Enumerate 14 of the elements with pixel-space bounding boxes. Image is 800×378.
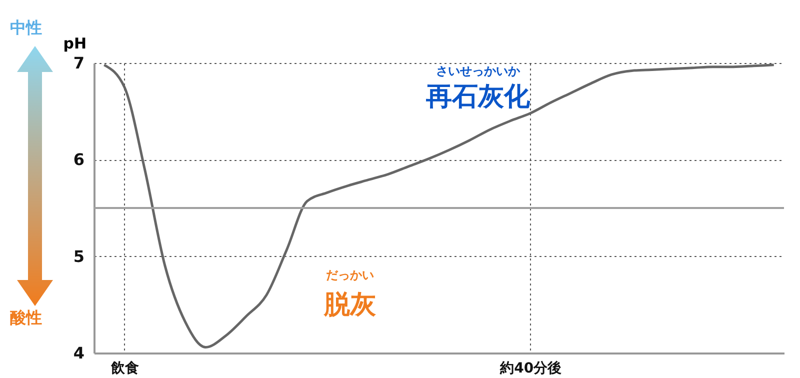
y-tick-label: 7: [73, 54, 84, 72]
annotation: 脱灰: [323, 290, 377, 320]
text: 酸性: [10, 308, 42, 329]
annotation: 再石灰化: [425, 82, 531, 112]
x-tick-label: 約40分後: [499, 360, 562, 376]
annotation: だっかい: [326, 268, 374, 282]
y-tick-label: 6: [73, 150, 84, 170]
y-tick-label: 5: [73, 246, 84, 266]
line-series: [102, 64, 776, 348]
annotation: さいせっかいか: [436, 64, 521, 78]
text: 中性: [10, 18, 42, 39]
y-tick-label: 4: [73, 344, 84, 362]
x-tick-label: 飲食: [110, 360, 139, 376]
y-axis-title: pH: [63, 34, 86, 52]
